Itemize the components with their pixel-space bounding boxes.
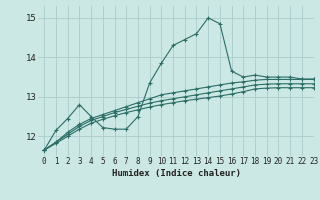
X-axis label: Humidex (Indice chaleur): Humidex (Indice chaleur) [111, 169, 241, 178]
